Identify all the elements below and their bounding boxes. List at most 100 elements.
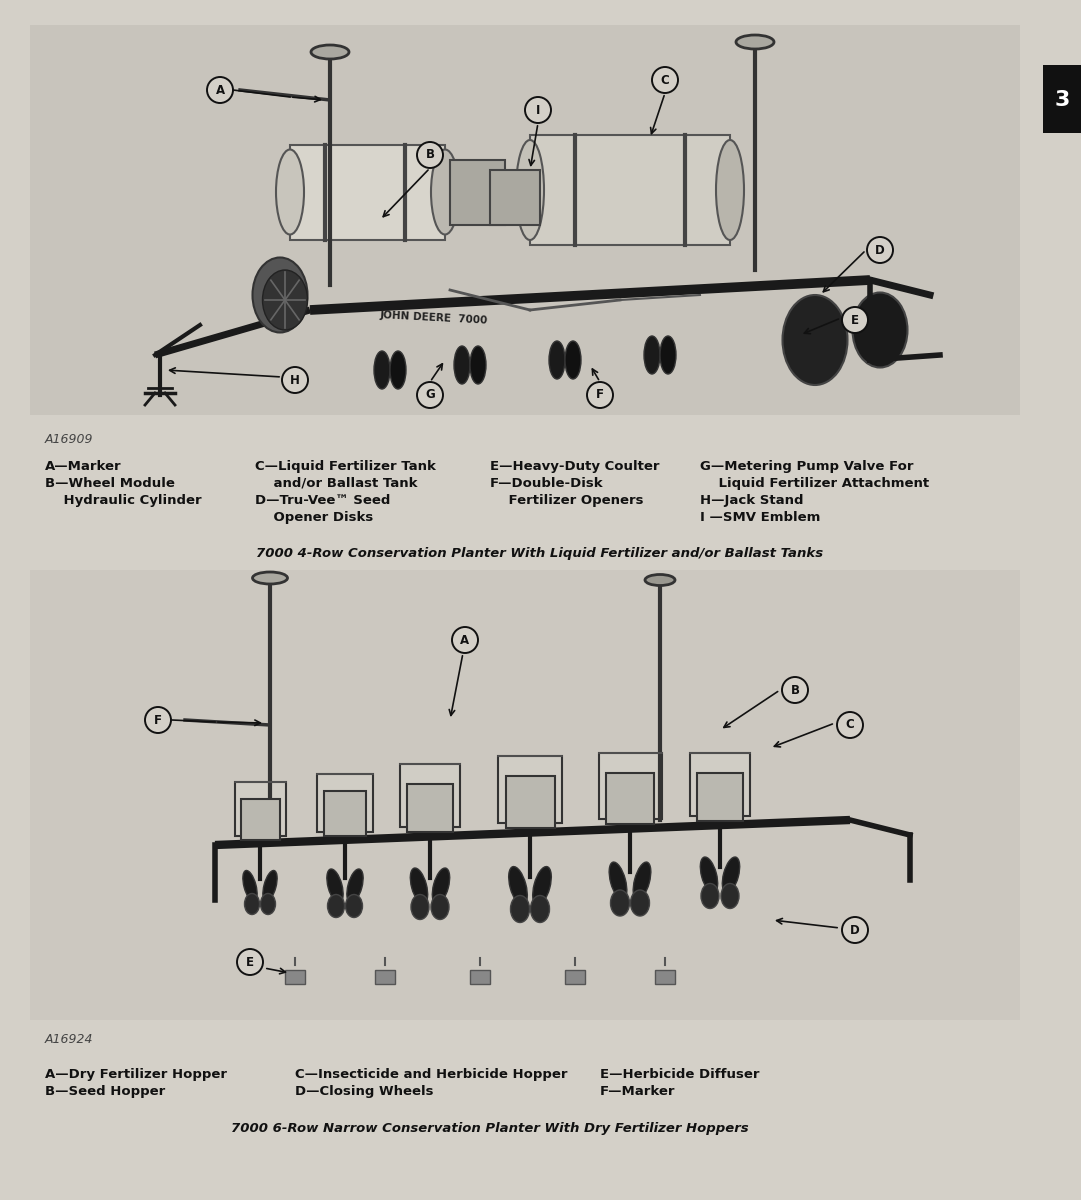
Circle shape [782,677,808,703]
FancyBboxPatch shape [30,570,1020,1020]
Ellipse shape [516,140,544,240]
Text: D—Closing Wheels: D—Closing Wheels [295,1085,433,1098]
Text: C: C [660,73,669,86]
Circle shape [145,707,171,733]
Circle shape [417,142,443,168]
Text: B—Seed Hopper: B—Seed Hopper [45,1085,165,1098]
Ellipse shape [253,258,307,332]
Circle shape [525,97,551,122]
Ellipse shape [509,866,528,906]
FancyBboxPatch shape [599,754,662,818]
Circle shape [587,382,613,408]
Ellipse shape [716,140,744,240]
Ellipse shape [722,857,739,893]
Text: 7000 6-Row Narrow Conservation Planter With Dry Fertilizer Hoppers: 7000 6-Row Narrow Conservation Planter W… [231,1122,749,1135]
Ellipse shape [263,270,307,330]
Text: 7000 4-Row Conservation Planter With Liquid Fertilizer and/or Ballast Tanks: 7000 4-Row Conservation Planter With Liq… [256,547,824,560]
Text: C: C [845,719,854,732]
Text: F—Double-Disk: F—Double-Disk [490,476,603,490]
FancyBboxPatch shape [697,773,743,821]
Text: E: E [246,955,254,968]
Ellipse shape [531,895,549,923]
Text: F—Marker: F—Marker [600,1085,676,1098]
Ellipse shape [276,150,304,234]
Ellipse shape [326,869,343,904]
Text: D—Tru-Vee™ Seed: D—Tru-Vee™ Seed [255,494,390,506]
Ellipse shape [253,572,288,584]
FancyBboxPatch shape [408,784,453,832]
Circle shape [842,307,868,332]
FancyBboxPatch shape [324,791,366,836]
Ellipse shape [645,575,675,586]
Text: C—Insecticide and Herbicide Hopper: C—Insecticide and Herbicide Hopper [295,1068,568,1081]
FancyBboxPatch shape [1043,65,1081,133]
Circle shape [282,367,308,392]
Text: 3: 3 [1054,90,1070,110]
Ellipse shape [660,336,676,374]
FancyBboxPatch shape [470,970,490,984]
FancyBboxPatch shape [241,799,280,840]
FancyBboxPatch shape [290,145,445,240]
Text: JOHN DEERE  7000: JOHN DEERE 7000 [381,310,489,326]
Ellipse shape [347,869,363,904]
Text: G—Metering Pump Valve For: G—Metering Pump Valve For [700,460,913,473]
Circle shape [452,626,478,653]
FancyBboxPatch shape [400,764,461,827]
Ellipse shape [721,883,739,908]
Circle shape [417,382,443,408]
Circle shape [206,77,233,103]
Ellipse shape [549,341,565,379]
Text: B: B [426,149,435,162]
Text: C—Liquid Fertilizer Tank: C—Liquid Fertilizer Tank [255,460,436,473]
Text: D: D [876,244,885,257]
Circle shape [837,712,863,738]
Text: I: I [536,103,540,116]
Ellipse shape [610,862,627,900]
Ellipse shape [261,894,276,914]
FancyBboxPatch shape [606,773,654,824]
Ellipse shape [346,894,362,918]
Ellipse shape [630,890,650,916]
Text: Hydraulic Cylinder: Hydraulic Cylinder [45,494,202,506]
Ellipse shape [853,293,908,367]
Ellipse shape [374,350,390,389]
FancyBboxPatch shape [235,782,286,836]
Text: H: H [290,373,299,386]
Circle shape [867,236,893,263]
Text: A—Marker: A—Marker [45,460,122,473]
FancyBboxPatch shape [30,25,1020,415]
Ellipse shape [633,862,651,900]
Ellipse shape [611,890,629,916]
Ellipse shape [510,895,530,923]
Text: E: E [851,313,859,326]
Text: A: A [461,634,469,647]
FancyBboxPatch shape [375,970,395,984]
Circle shape [842,917,868,943]
Text: A16924: A16924 [45,1033,93,1046]
Ellipse shape [311,44,349,59]
Ellipse shape [533,866,551,906]
Ellipse shape [243,870,257,901]
Ellipse shape [244,894,259,914]
Ellipse shape [411,868,428,904]
Ellipse shape [411,894,429,919]
Ellipse shape [700,883,719,908]
Text: Fertilizer Openers: Fertilizer Openers [490,494,643,506]
Text: A16909: A16909 [45,433,93,446]
FancyBboxPatch shape [450,160,505,226]
Text: F: F [596,389,604,402]
FancyBboxPatch shape [530,134,730,245]
Text: H—Jack Stand: H—Jack Stand [700,494,803,506]
FancyBboxPatch shape [690,754,750,816]
FancyBboxPatch shape [498,756,562,823]
Ellipse shape [263,870,277,901]
Ellipse shape [431,150,459,234]
Ellipse shape [432,868,450,904]
Ellipse shape [783,295,848,385]
Text: A: A [215,84,225,96]
Text: E—Heavy-Duty Coulter: E—Heavy-Duty Coulter [490,460,659,473]
Ellipse shape [390,350,406,389]
Text: Opener Disks: Opener Disks [255,511,373,524]
FancyBboxPatch shape [490,170,540,226]
FancyBboxPatch shape [285,970,305,984]
